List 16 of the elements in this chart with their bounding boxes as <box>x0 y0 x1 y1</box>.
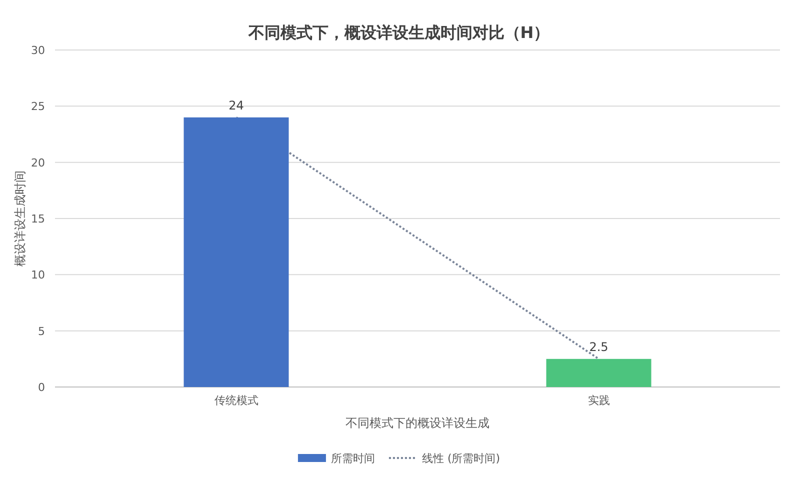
x-axis-title: 不同模式下的概设详设生成 <box>346 416 490 430</box>
y-tick-label: 15 <box>31 212 45 226</box>
data-label: 2.5 <box>589 340 608 354</box>
x-tick-label: 实践 <box>588 394 610 407</box>
y-tick-label: 5 <box>38 324 45 338</box>
y-axis-title: 概设详设生成时间 <box>13 170 27 266</box>
y-tick-label: 0 <box>38 381 45 394</box>
y-tick-label: 20 <box>31 156 45 170</box>
data-label: 24 <box>228 98 244 112</box>
y-tick-label: 25 <box>31 100 45 114</box>
x-tick-label: 传统模式 <box>214 394 258 407</box>
legend-label: 线性 (所需时间) <box>422 452 500 465</box>
y-tick-label: 10 <box>31 268 45 282</box>
chart-title: 不同模式下，概设详设生成时间对比（H） <box>247 23 550 42</box>
y-tick-label: 30 <box>31 44 45 57</box>
legend-label: 所需时间 <box>330 452 375 465</box>
